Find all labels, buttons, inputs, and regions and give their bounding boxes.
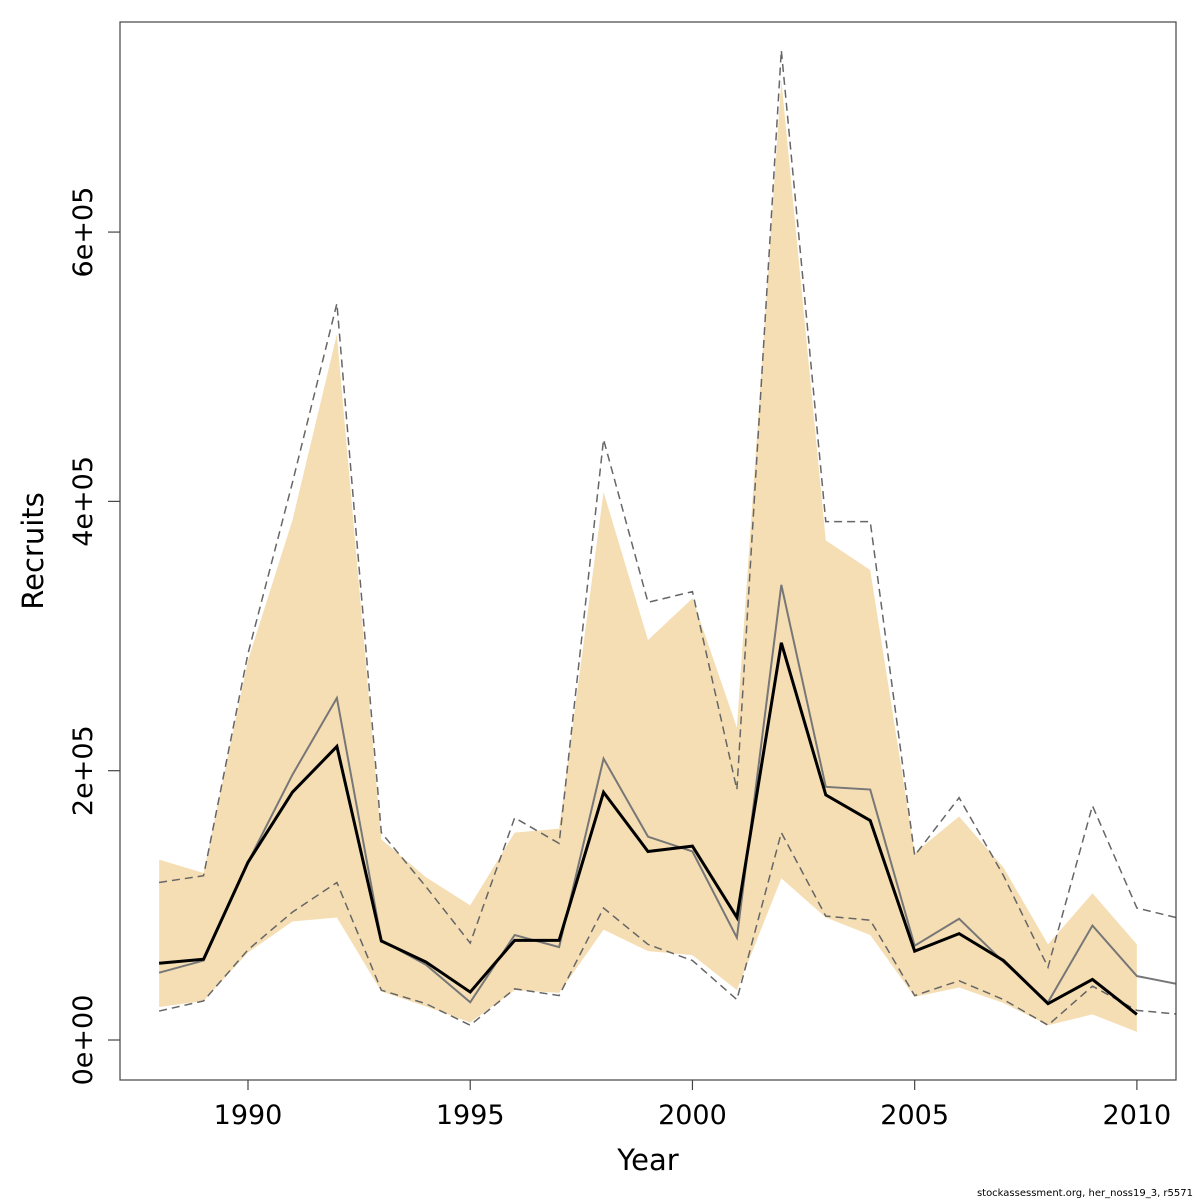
x-tick-label: 2005: [880, 1100, 949, 1131]
y-tick-label: 2e+05: [68, 725, 99, 816]
y-tick-label: 0e+00: [68, 995, 99, 1086]
plot-frame: [119, 21, 1177, 1081]
x-tick-label: 2010: [1103, 1100, 1172, 1131]
footer: stockassessment.org, her_noss19_3, r5571: [977, 1188, 1193, 1199]
confidence-band: [159, 79, 1137, 1032]
y-tick-label: 6e+05: [68, 187, 99, 278]
dashed-line: [158, 830, 1176, 1027]
x-axis-label: Year: [616, 1143, 678, 1177]
plot-area: [158, 50, 1176, 1032]
x-tick-label: 1990: [214, 1100, 283, 1131]
dashed-line: [158, 50, 1176, 970]
y-axis-label: Recruits: [16, 492, 50, 609]
x-tick-label: 1995: [436, 1100, 505, 1131]
line: [158, 642, 1138, 1016]
x-tick-label: 2000: [658, 1100, 727, 1131]
y-tick-label: 4e+05: [68, 456, 99, 547]
